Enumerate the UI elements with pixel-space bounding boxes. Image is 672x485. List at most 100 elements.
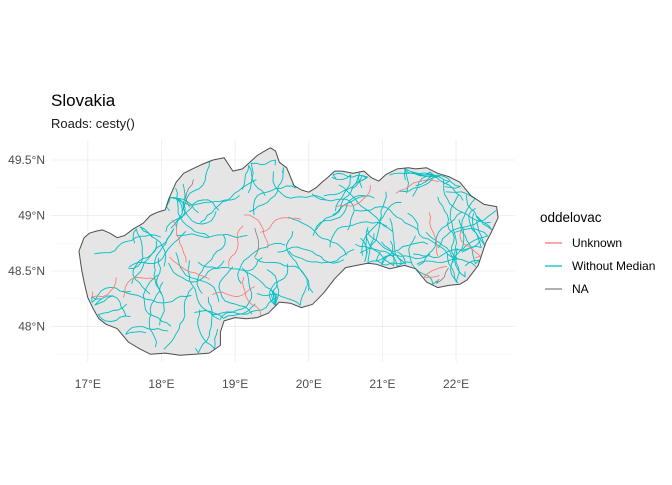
road-segment [91, 286, 131, 303]
road-segment [97, 303, 131, 322]
y-tick-label: 48°N [18, 319, 45, 333]
roads-layer [91, 159, 497, 354]
road-segment [286, 231, 314, 293]
slovakia-border [78, 147, 499, 356]
road-segment [450, 219, 465, 284]
road-segment [312, 195, 365, 236]
road-segment [211, 296, 278, 316]
road-segment [407, 212, 458, 260]
road-segment [395, 179, 440, 194]
road-segment [218, 266, 253, 315]
road-segment [460, 226, 480, 267]
road-segment [425, 232, 466, 278]
road-segment [128, 231, 186, 268]
road-segment [256, 285, 307, 306]
road-segment [187, 260, 220, 320]
road-segment [195, 296, 213, 354]
road-segment [148, 281, 164, 348]
road-segment [168, 260, 225, 283]
legend: oddelovac Unknown Without Median NA [540, 210, 655, 296]
road-segment [200, 179, 257, 223]
road-segment [389, 218, 407, 265]
road-segment [404, 168, 435, 194]
road-segment [176, 233, 248, 239]
road-segment [288, 216, 347, 256]
road-segment [446, 247, 460, 283]
road-segment [228, 225, 244, 267]
road-segment [354, 206, 419, 231]
road-segment [122, 290, 192, 304]
road-segment [331, 174, 352, 212]
x-tick-label: 21°E [369, 377, 395, 391]
road-segment [288, 249, 355, 264]
road-segment [242, 276, 262, 316]
road-segment [254, 257, 310, 291]
road-segment [438, 210, 497, 249]
road-segment [443, 179, 491, 224]
road-segment [185, 179, 194, 208]
x-tick-label: 22°E [443, 377, 469, 391]
road-segment [418, 211, 462, 266]
road-segment [170, 195, 240, 206]
x-tick-label: 18°E [148, 377, 174, 391]
road-segment [361, 202, 402, 256]
road-segment [277, 246, 345, 264]
y-tick-label: 49°N [18, 208, 45, 222]
road-segment [416, 258, 477, 267]
road-segment [459, 229, 481, 259]
y-tick-label: 49.5°N [8, 153, 45, 167]
x-tick-label: 20°E [296, 377, 322, 391]
legend-label-1: Without Median [572, 259, 655, 273]
road-segment [169, 256, 210, 280]
road-segment [329, 221, 388, 248]
axis-layer: 17°E 18°E 19°E 20°E 21°E 22°E 48°N 48.5°N 49°N 49… [8, 153, 469, 391]
road-segment [127, 228, 144, 269]
road-segment [241, 267, 277, 304]
road-segment [315, 195, 375, 231]
map-subtitle: Roads: cesty() [51, 116, 135, 131]
road-segment [437, 196, 459, 260]
road-segment [375, 251, 431, 262]
legend-label-0: Unknown [572, 236, 622, 250]
y-tick-label: 48.5°N [8, 264, 45, 278]
x-tick-label: 19°E [222, 377, 248, 391]
road-segment [94, 234, 162, 255]
road-segment [252, 183, 297, 216]
road-segment [91, 277, 117, 298]
road-segment [165, 196, 186, 229]
road-segment [241, 165, 266, 196]
road-segment [323, 172, 363, 197]
road-segment [131, 228, 175, 284]
road-segment [367, 229, 429, 252]
road-segment [260, 217, 302, 233]
road-segment [181, 160, 210, 213]
road-segment [212, 286, 255, 298]
road-segment [142, 274, 172, 327]
road-segment [123, 276, 157, 298]
road-segment [453, 228, 489, 252]
road-segment [237, 242, 286, 284]
road-segment [423, 266, 447, 278]
road-segment [194, 303, 256, 319]
road-segment [196, 234, 226, 294]
road-segment [182, 183, 217, 225]
road-segment [435, 267, 449, 284]
legend-title: oddelovac [540, 210, 602, 225]
road-segment [412, 175, 464, 201]
road-segment [408, 235, 438, 285]
road-segment [471, 213, 485, 246]
road-segment [332, 172, 369, 190]
road-segment [247, 159, 276, 194]
legend-entries: Unknown Without Median NA [545, 236, 655, 296]
road-segment [428, 212, 439, 257]
road-segment [172, 219, 187, 263]
legend-label-2: NA [572, 282, 589, 296]
border-layer [78, 147, 499, 356]
road-segment [219, 269, 253, 321]
road-segment [175, 252, 220, 303]
road-segment [139, 226, 167, 267]
road-segment [197, 309, 218, 350]
road-segment [311, 193, 355, 231]
map-title: Slovakia [51, 91, 116, 110]
